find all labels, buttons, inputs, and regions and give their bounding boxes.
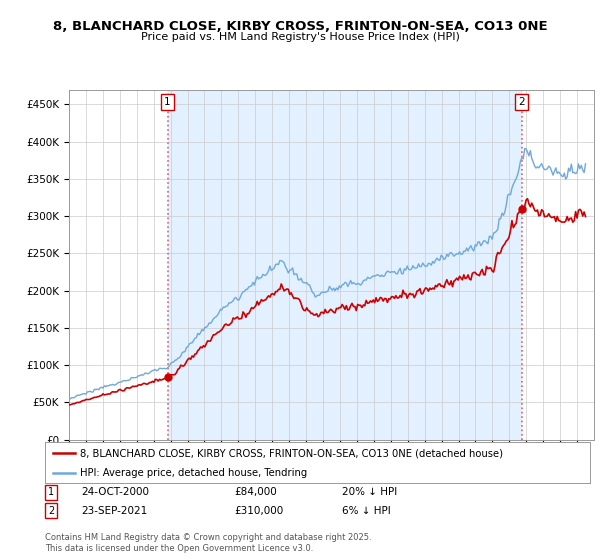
Text: 2: 2 xyxy=(518,97,525,108)
Text: 6% ↓ HPI: 6% ↓ HPI xyxy=(342,506,391,516)
Text: £310,000: £310,000 xyxy=(234,506,283,516)
Text: 23-SEP-2021: 23-SEP-2021 xyxy=(81,506,147,516)
Text: 2: 2 xyxy=(48,506,54,516)
Text: 8, BLANCHARD CLOSE, KIRBY CROSS, FRINTON-ON-SEA, CO13 0NE (detached house): 8, BLANCHARD CLOSE, KIRBY CROSS, FRINTON… xyxy=(80,449,503,458)
Text: 24-OCT-2000: 24-OCT-2000 xyxy=(81,487,149,497)
Text: HPI: Average price, detached house, Tendring: HPI: Average price, detached house, Tend… xyxy=(80,469,308,478)
Text: 8, BLANCHARD CLOSE, KIRBY CROSS, FRINTON-ON-SEA, CO13 0NE: 8, BLANCHARD CLOSE, KIRBY CROSS, FRINTON… xyxy=(53,20,547,32)
Bar xyxy=(167,90,521,440)
Text: 1: 1 xyxy=(164,97,171,108)
Text: 20% ↓ HPI: 20% ↓ HPI xyxy=(342,487,397,497)
Text: £84,000: £84,000 xyxy=(234,487,277,497)
Text: Price paid vs. HM Land Registry's House Price Index (HPI): Price paid vs. HM Land Registry's House … xyxy=(140,32,460,43)
Text: Contains HM Land Registry data © Crown copyright and database right 2025.
This d: Contains HM Land Registry data © Crown c… xyxy=(45,533,371,553)
Text: 1: 1 xyxy=(48,487,54,497)
